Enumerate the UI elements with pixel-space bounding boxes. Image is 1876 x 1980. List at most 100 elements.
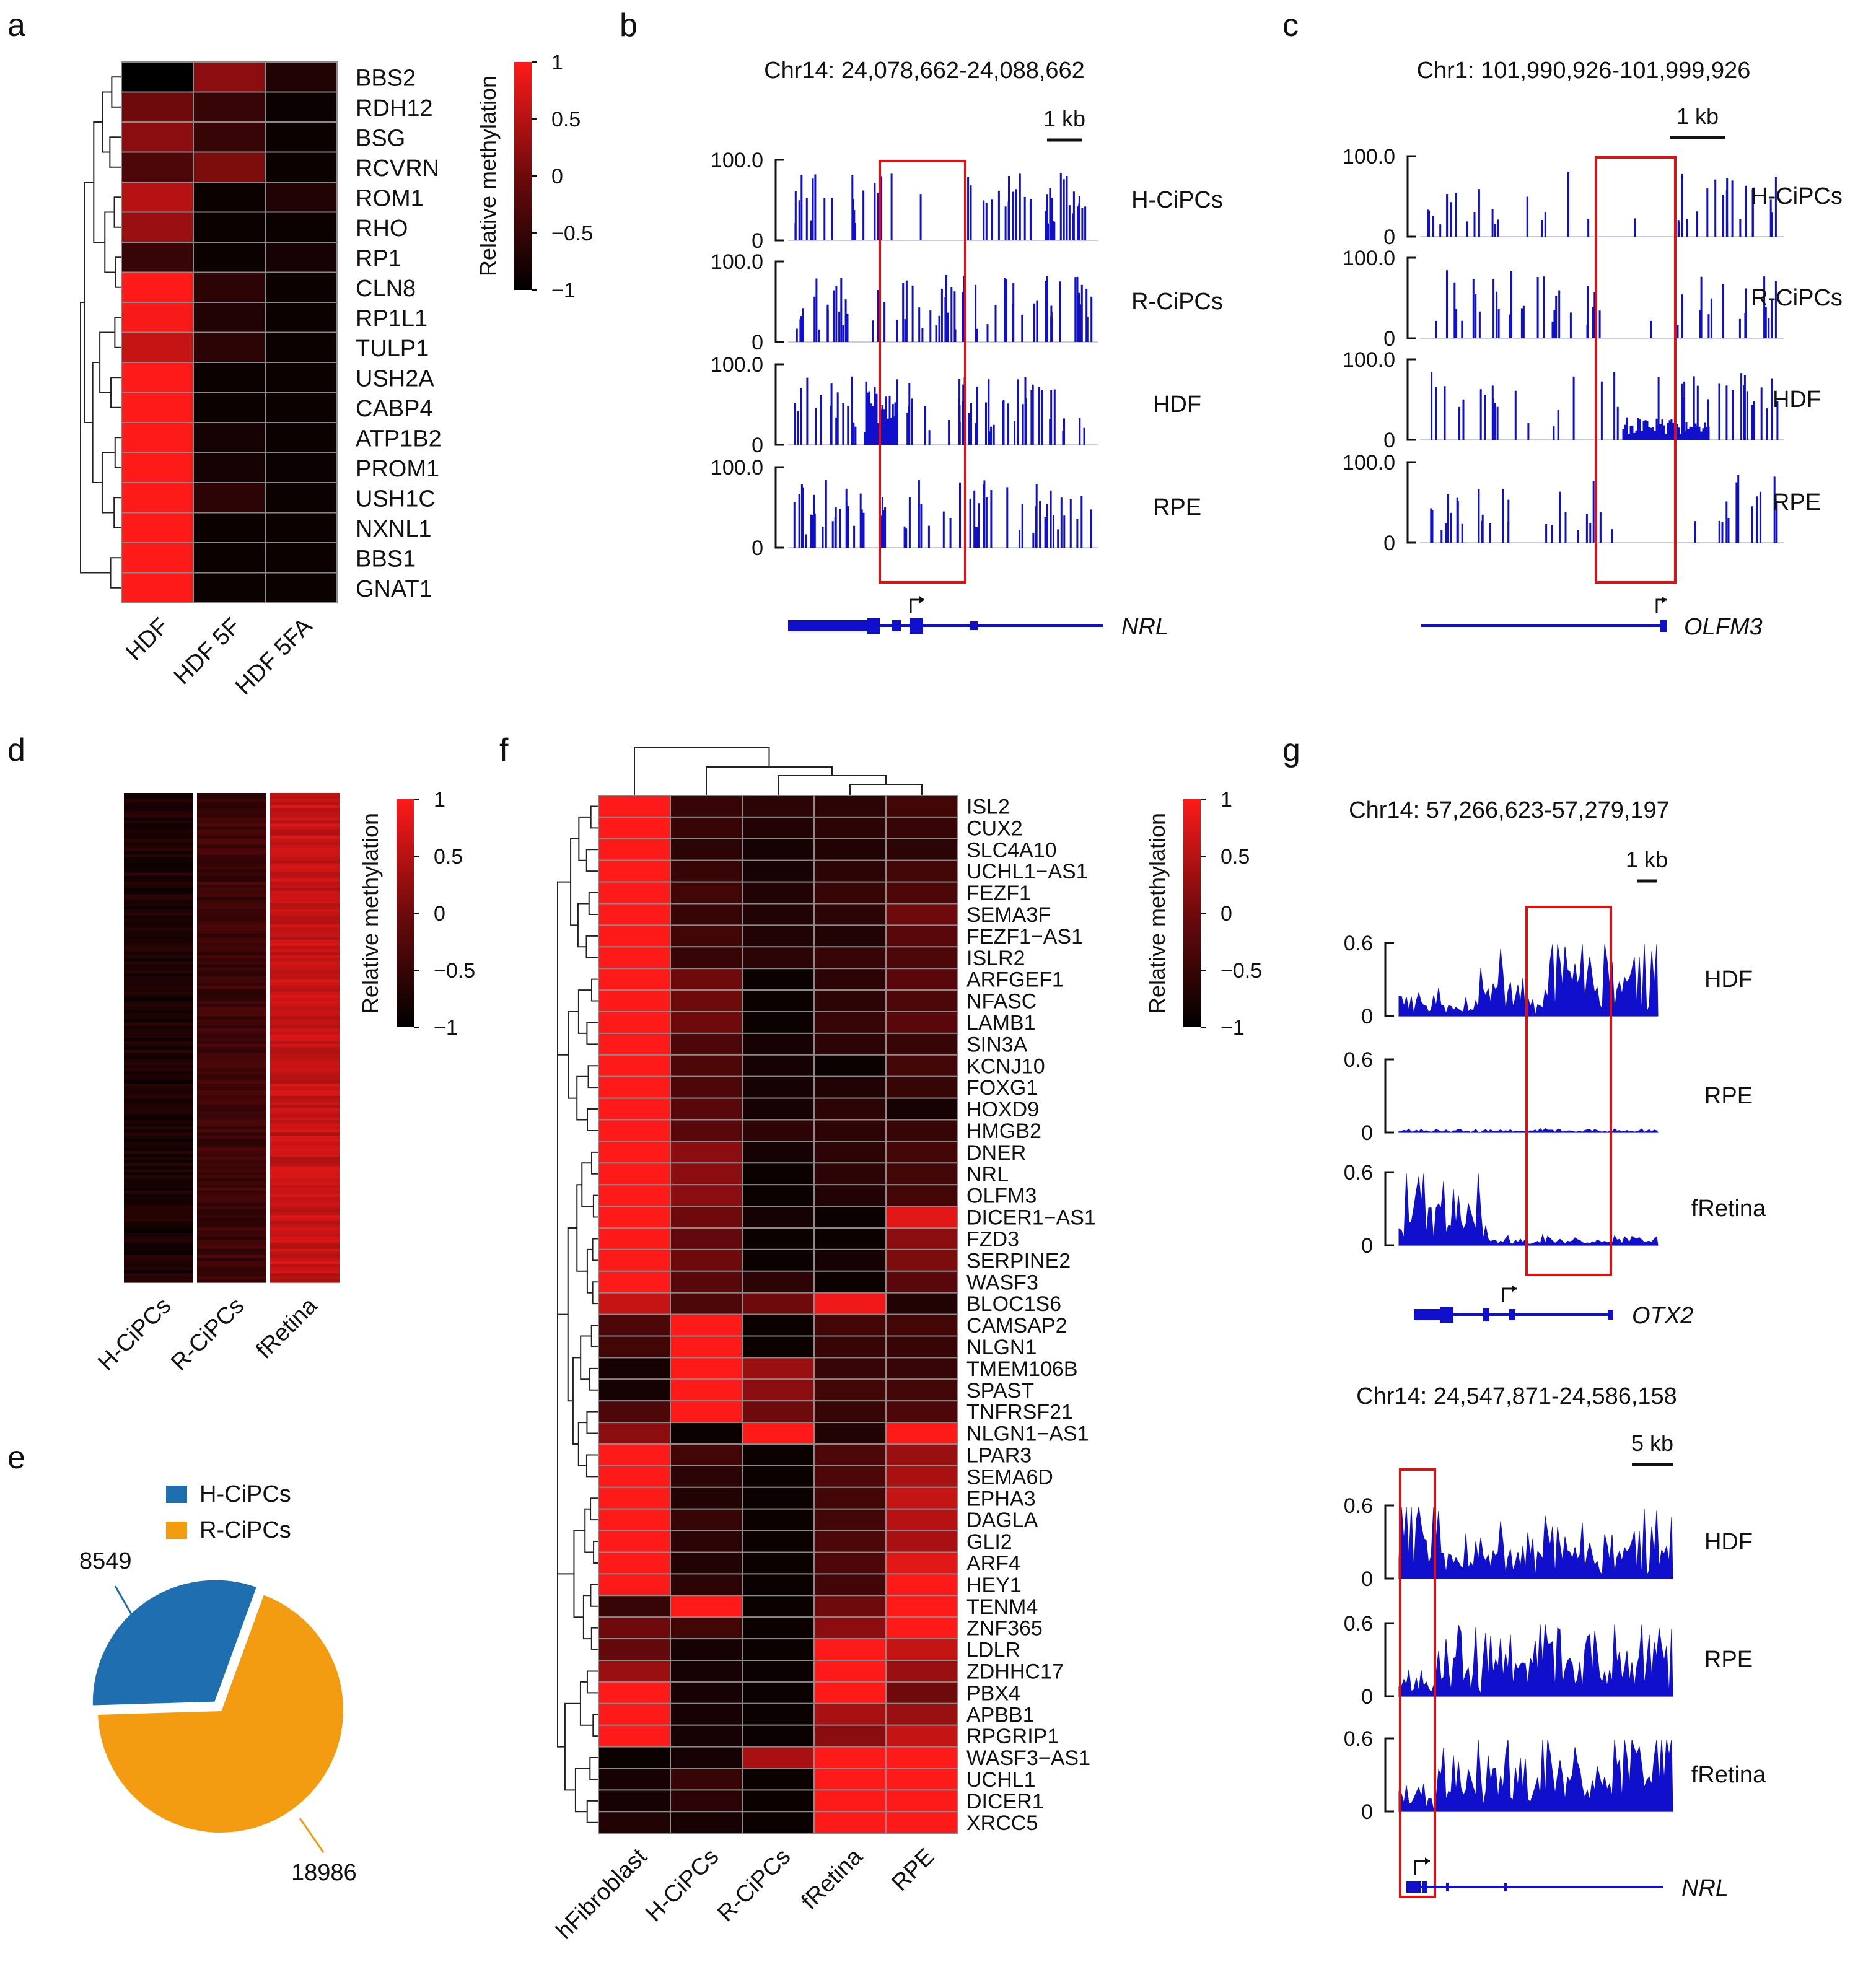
heatmap-d-cell	[270, 906, 340, 910]
heatmap-d-cell	[124, 964, 193, 968]
heatmap-f-cell	[598, 1313, 671, 1337]
heatmap-f-cell	[885, 1184, 958, 1207]
heatmap-f-cell	[885, 1443, 958, 1466]
heatmap-d-cell	[197, 1255, 266, 1259]
heatmap-f-cell	[670, 795, 743, 818]
track-g1-ymin: 0	[1361, 1234, 1373, 1258]
track-c-signal	[1431, 372, 1779, 440]
heatmap-d-col-label: H-CiPCs	[93, 1293, 176, 1376]
heatmap-f-cell	[813, 1270, 887, 1294]
heatmap-f-cell	[598, 1248, 671, 1272]
heatmap-d-cell	[270, 1242, 340, 1246]
track-g2-exon	[1504, 1883, 1507, 1891]
heatmap-d-cell	[270, 1221, 340, 1225]
heatmap-f-cell	[742, 1184, 815, 1207]
track-b-exon	[970, 621, 978, 630]
heatmap-d-cell	[270, 1068, 340, 1072]
heatmap-d-cell	[124, 1136, 193, 1139]
track-g1-ymax: 0.6	[1344, 1048, 1373, 1072]
heatmap-d-cell	[124, 952, 193, 956]
heatmap-d-cell	[270, 793, 340, 797]
heatmap-d-cell	[197, 983, 266, 986]
dendro-a-branch	[110, 377, 121, 408]
heatmap-f-cell	[598, 1011, 671, 1034]
heatmap-f-row-label: TNFRSF21	[966, 1401, 1073, 1424]
heatmap-d-cell	[197, 991, 266, 996]
heatmap-a-cell	[265, 211, 338, 243]
heatmap-d-cell	[124, 1157, 193, 1161]
heatmap-f-cell	[742, 1768, 815, 1791]
heatmap-d-cell	[270, 1144, 340, 1149]
track-g1-region: Chr14: 57,266,623-57,279,197	[1349, 797, 1670, 823]
heatmap-f-row-label: LDLR	[966, 1639, 1020, 1662]
heatmap-d-cell	[124, 909, 193, 913]
heatmap-f-cell	[885, 1681, 958, 1704]
heatmap-a-row-label: GNAT1	[356, 576, 432, 602]
heatmap-d-cell	[270, 1196, 340, 1201]
heatmap-d-cell	[197, 1092, 266, 1097]
heatmap-d-cell	[197, 1028, 266, 1032]
pie-legend-swatch	[166, 1522, 187, 1539]
heatmap-f-cell	[670, 1551, 743, 1575]
track-c-ymin: 0	[1383, 327, 1395, 351]
track-c-ymax: 100.0	[1343, 145, 1395, 169]
heatmap-d-cell	[270, 833, 340, 836]
heatmap-f-cell	[742, 859, 815, 883]
heatmap-d-cell	[270, 795, 340, 800]
colorbar-d-tick-label: 0.5	[434, 845, 463, 869]
heatmap-d-cell	[270, 836, 340, 839]
heatmap-d-cell	[124, 1111, 193, 1115]
heatmap-f-cell	[885, 903, 958, 926]
heatmap-a-row-label: NXNL1	[356, 516, 432, 542]
track-c-label: RPE	[1773, 489, 1821, 515]
heatmap-d-cell	[197, 1196, 266, 1201]
heatmap-d-cell	[124, 1273, 193, 1277]
dendro-f-branch	[587, 1065, 598, 1089]
dendro-f-branch	[588, 892, 598, 915]
track-b-gene-name: NRL	[1121, 614, 1168, 640]
heatmap-f-cell	[813, 1248, 887, 1272]
heatmap-d-cell	[197, 970, 266, 974]
heatmap-a-cell	[265, 482, 338, 514]
heatmap-d-cell	[197, 795, 266, 800]
heatmap-d-cell	[270, 994, 340, 999]
heatmap-d-cell	[197, 1136, 266, 1139]
heatmap-d-cell	[270, 1010, 340, 1014]
heatmap-d-cell	[197, 1230, 266, 1234]
heatmap-d-cell	[197, 1084, 266, 1087]
heatmap-d-cell	[197, 830, 266, 833]
heatmap-d-cell	[197, 1053, 266, 1057]
dendro-f-branch	[577, 1422, 587, 1466]
heatmap-f-cell	[885, 946, 958, 970]
track-g2-tss-arrow	[1414, 1860, 1430, 1875]
track-g2-axis	[1384, 1622, 1394, 1697]
heatmap-d-cell	[124, 1019, 193, 1023]
track-g1-axis	[1384, 1171, 1394, 1246]
heatmap-f-cell	[813, 1530, 887, 1553]
heatmap-d-cell	[124, 940, 193, 944]
heatmap-f-row-label: ARFGEF1	[966, 968, 1064, 992]
heatmap-f-cell	[670, 1573, 743, 1597]
heatmap-f-cell	[813, 881, 887, 905]
heatmap-a-cell	[121, 61, 194, 93]
heatmap-d-cell	[270, 1056, 340, 1060]
heatmap-a-col-label: HDF 5FA	[230, 613, 318, 700]
heatmap-a-row-label: CLN8	[356, 276, 416, 302]
heatmap-f-cell	[813, 1595, 887, 1618]
heatmap-d-cell	[270, 820, 340, 824]
heatmap-f-cell	[670, 1508, 743, 1531]
heatmap-d-cell	[197, 1004, 266, 1008]
track-b-tss-arrow	[910, 598, 924, 613]
heatmap-d-cell	[124, 1016, 193, 1020]
track-g1-label: fRetina	[1691, 1196, 1766, 1222]
heatmap-d-cell	[124, 1062, 193, 1066]
heatmap-d-cell	[270, 1270, 340, 1274]
heatmap-d-cell	[124, 1114, 193, 1118]
heatmap-f-cell	[742, 1681, 815, 1704]
heatmap-d-cell	[197, 1236, 266, 1240]
heatmap-f-cell	[670, 1768, 743, 1791]
heatmap-f-row-label: SERPINE2	[966, 1249, 1071, 1273]
heatmap-d-cell	[197, 1163, 266, 1167]
track-c-ymax: 100.0	[1343, 247, 1395, 270]
heatmap-a-cell	[121, 271, 194, 303]
